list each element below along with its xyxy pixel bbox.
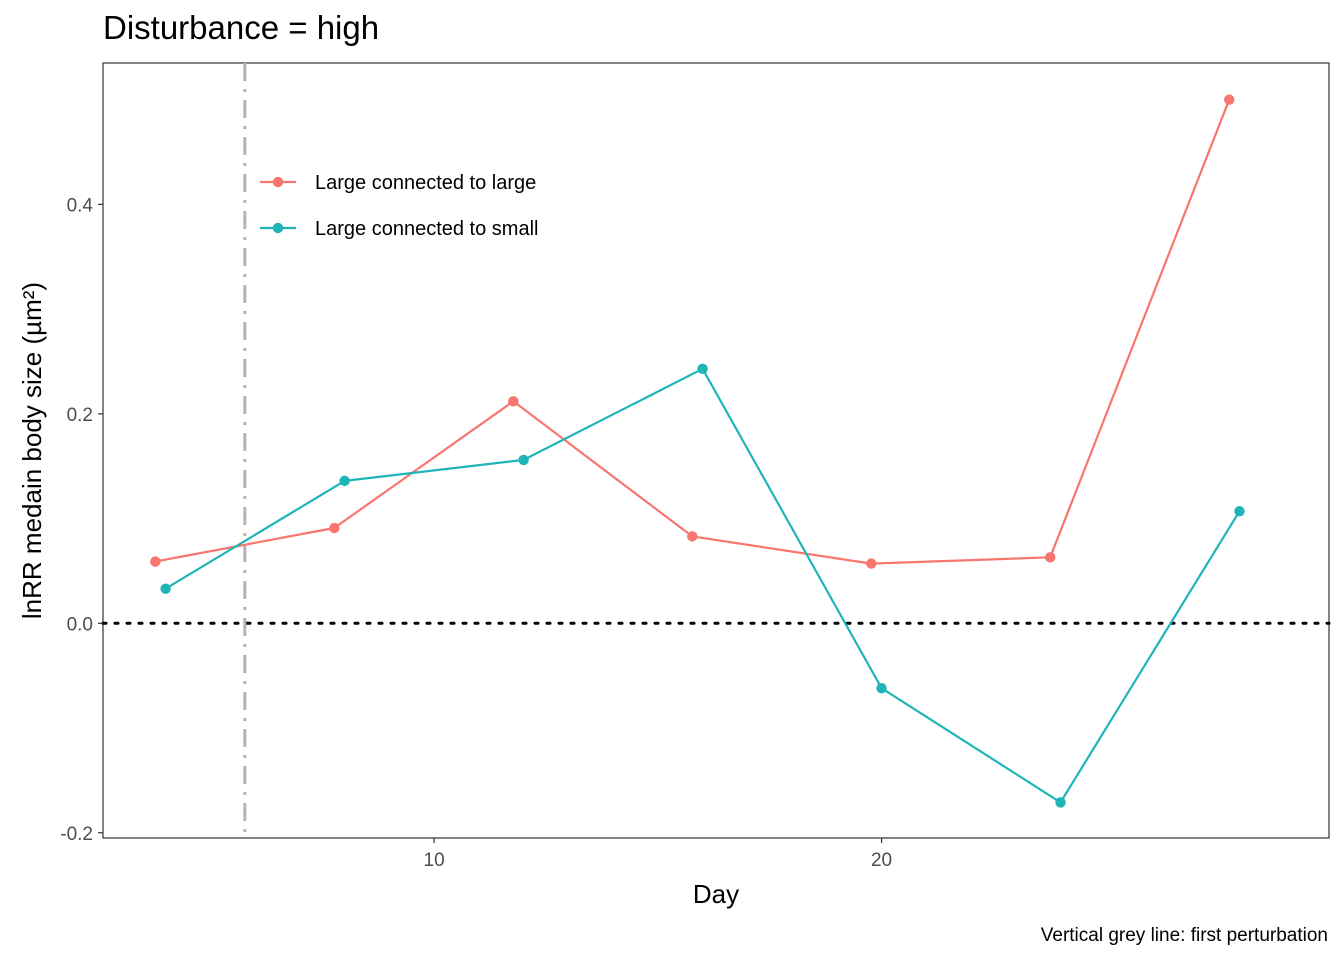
data-point	[697, 363, 708, 375]
data-point	[160, 583, 171, 594]
data-point	[1045, 552, 1056, 563]
reference-lines	[101, 63, 1331, 838]
legend-label: Large connected to large	[315, 172, 536, 194]
chart-title: Disturbance = high	[103, 9, 379, 46]
data-point	[150, 556, 161, 567]
y-tick-label: 0.0	[67, 614, 93, 635]
legend-key-point	[272, 176, 284, 188]
panel-border	[102, 62, 1330, 839]
data-point	[1224, 94, 1235, 105]
data-point	[876, 683, 887, 694]
series-2	[160, 363, 1245, 808]
y-tick-label: 0.2	[67, 405, 93, 426]
data-point	[508, 396, 519, 407]
data-point	[339, 475, 350, 487]
x-axis-title: Day	[693, 879, 739, 909]
plot-panel: Large connected to large Large connected …	[101, 62, 1331, 839]
data-point	[1234, 506, 1245, 517]
legend-item: Large connected to small	[260, 218, 538, 240]
legend-item: Large connected to large	[260, 172, 536, 194]
series-1	[150, 94, 1235, 569]
legend: Large connected to large Large connected …	[260, 172, 538, 240]
data-point	[1055, 797, 1066, 808]
legend-key-point	[272, 222, 284, 234]
x-axis: 10 20	[424, 838, 892, 871]
x-tick-label: 20	[871, 850, 892, 871]
y-axis-title: lnRR medain body size (µm²)	[17, 282, 47, 619]
x-tick-label: 10	[424, 850, 445, 871]
series-layer	[150, 94, 1245, 808]
data-point	[866, 558, 877, 569]
y-tick-label: -0.2	[60, 824, 93, 845]
y-tick-label: 0.4	[67, 195, 94, 216]
data-point	[518, 454, 529, 466]
legend-label: Large connected to small	[315, 218, 538, 240]
data-point	[329, 522, 340, 534]
chart-caption: Vertical grey line: first perturbation	[1041, 925, 1328, 946]
y-axis: -0.2 0.0 0.2 0.4	[60, 195, 103, 845]
data-point	[687, 531, 698, 542]
